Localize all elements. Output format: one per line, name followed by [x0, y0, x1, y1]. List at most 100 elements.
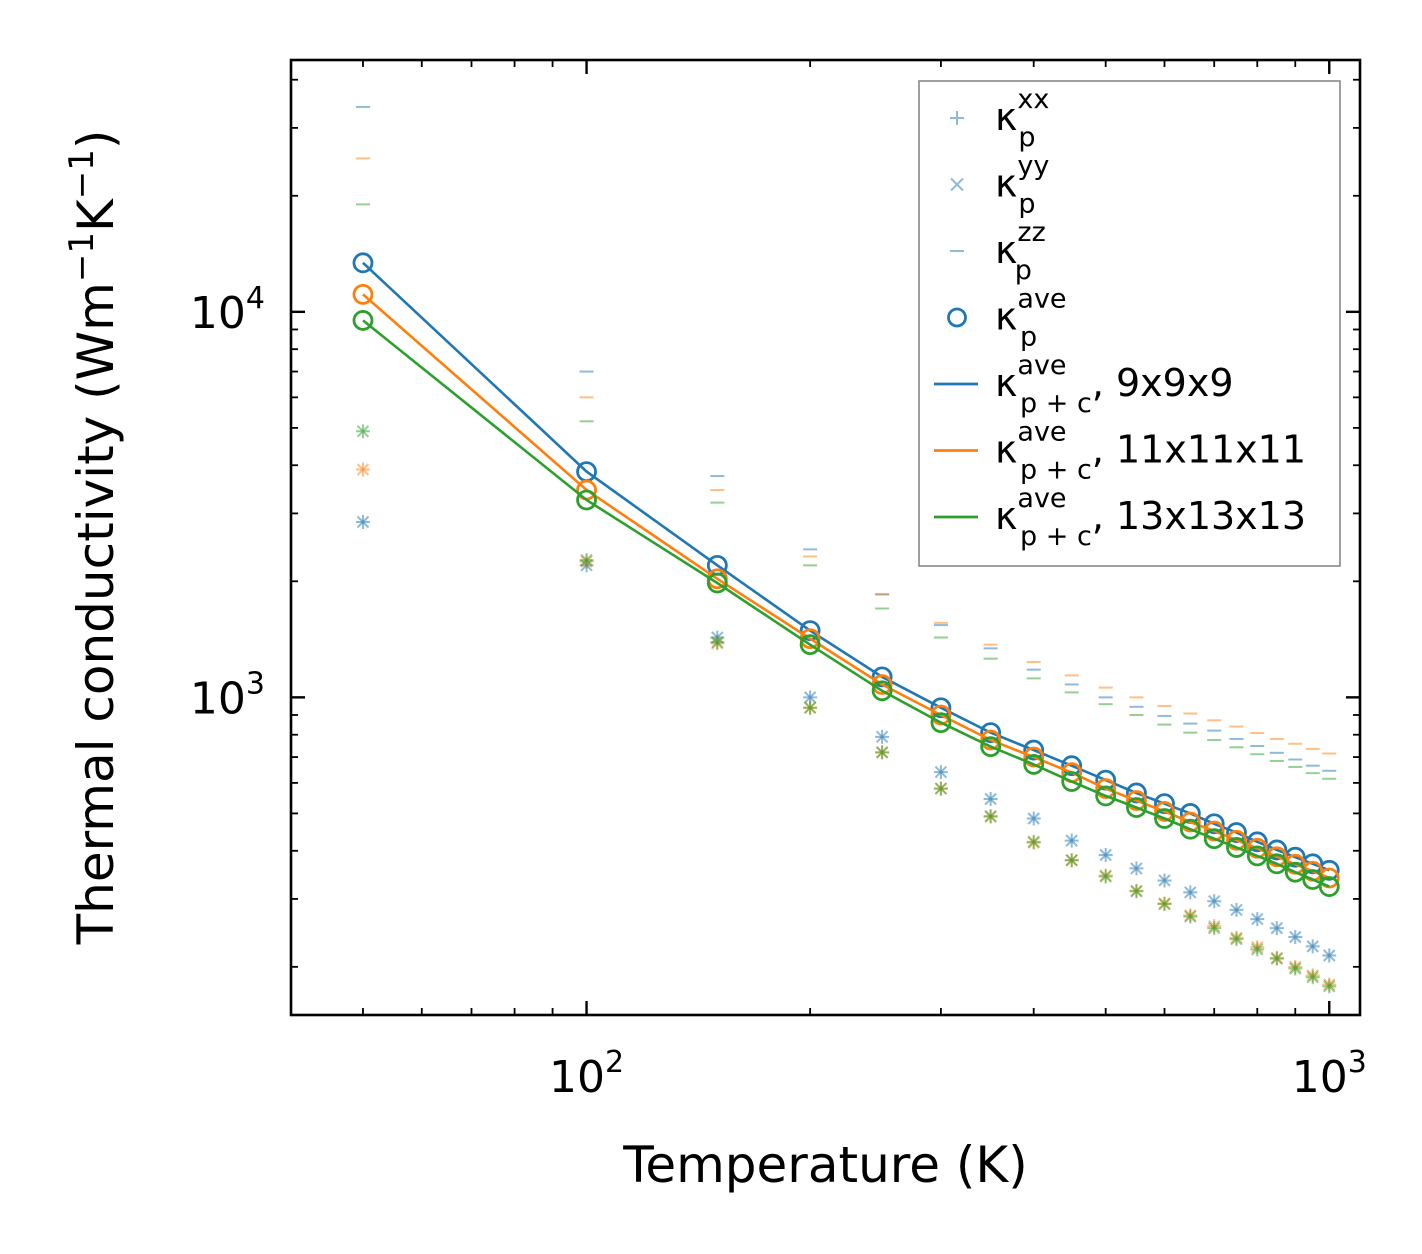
axes: 102 103 103 104 Temperature (K) Thermal condu… — [62, 58, 1367, 1194]
kave-point — [1126, 790, 1147, 811]
kave-point — [1023, 746, 1045, 768]
kave-point — [1318, 859, 1340, 881]
kyy-point — [1230, 932, 1243, 946]
kpc-line-13x13x13 — [362, 319, 1330, 888]
kave-point — [1226, 837, 1247, 858]
kyy-point — [934, 765, 948, 779]
kyy-point — [1270, 921, 1284, 935]
kave-point — [871, 680, 893, 702]
kave-point — [1284, 861, 1306, 883]
kave-point — [352, 310, 374, 331]
kyy-point — [875, 730, 889, 744]
kyy-point — [1027, 835, 1040, 849]
kave-point — [930, 697, 952, 719]
y-tick-label: 103 — [190, 666, 265, 724]
x-tick-label: 102 — [549, 1045, 624, 1103]
kave-point — [1095, 778, 1117, 799]
legend-x-icon — [950, 177, 964, 192]
kyy-point — [1251, 912, 1264, 926]
legend-entry: κzz p — [950, 217, 1046, 286]
kave-point — [1154, 801, 1175, 822]
kave-point — [1179, 811, 1201, 833]
legend-entry: κave p + c, 13x13x13 — [934, 483, 1306, 552]
kyy-point — [1130, 885, 1143, 898]
kyy-point — [1323, 980, 1336, 993]
kyy-point — [1184, 910, 1197, 923]
legend-entry: κave p — [947, 284, 1067, 353]
kave-point — [1126, 797, 1147, 818]
legend-entry: κyy p — [950, 151, 1049, 220]
kyy-point — [803, 701, 817, 714]
plot-frame — [289, 58, 1362, 1017]
kave-point — [352, 252, 374, 274]
kyy-point — [1208, 921, 1221, 935]
kave-point — [1095, 785, 1117, 807]
kyy-point — [356, 515, 370, 529]
kyy-point — [356, 463, 370, 476]
kave-point — [1179, 818, 1201, 840]
kave-point — [1023, 739, 1045, 761]
x-axis-label: Temperature (K) — [622, 1136, 1027, 1194]
kyy-point — [1099, 870, 1112, 883]
kave-point — [1023, 754, 1045, 775]
kyy-point — [1158, 874, 1171, 887]
kyy-point — [1065, 834, 1078, 847]
legend-label: κave p — [995, 284, 1067, 353]
legend-plus-icon — [950, 111, 964, 125]
kyy-point — [1251, 943, 1264, 956]
kave-point — [980, 729, 1002, 751]
kyy-point — [1099, 848, 1112, 862]
kave-point — [352, 283, 374, 305]
legend-entry: κxx p — [950, 84, 1049, 153]
legend-label: κzz p — [995, 217, 1046, 286]
kave-point — [1318, 876, 1340, 897]
kyy-point — [580, 553, 593, 567]
kave-point — [1126, 782, 1147, 804]
kave-point — [1266, 839, 1288, 861]
kyy-point — [1306, 940, 1319, 953]
legend-label: κyy p — [995, 151, 1049, 220]
kave-point — [1061, 771, 1083, 792]
legend-label: κave p + c, 13x13x13 — [995, 483, 1306, 552]
kave-point — [980, 722, 1002, 744]
kave-point — [1246, 845, 1268, 867]
kyy-point — [1130, 862, 1143, 875]
kave-point — [1266, 846, 1288, 868]
kave-point — [1154, 808, 1175, 829]
kave-point — [980, 736, 1002, 758]
kyy-point — [1289, 962, 1302, 975]
kave-point — [576, 489, 597, 511]
kyy-point — [1323, 949, 1336, 962]
kave-point — [930, 712, 952, 734]
kyy-point — [803, 691, 817, 704]
kyy-point — [875, 746, 889, 759]
kyy-point — [1289, 930, 1302, 944]
x-tick-label: 103 — [1292, 1045, 1367, 1103]
kave-point — [799, 634, 821, 656]
kyy-point — [711, 636, 724, 649]
kyy-point — [1306, 970, 1319, 984]
legend-label: κave p + c, 9x9x9 — [995, 350, 1234, 419]
kyy-point — [934, 782, 948, 795]
legend-circle-icon — [947, 307, 967, 328]
kyy-point — [984, 809, 997, 823]
kyy-point — [1065, 854, 1078, 867]
plot-area — [352, 105, 1340, 994]
series-13x13x13 — [352, 203, 1340, 994]
kyy-point — [1184, 886, 1197, 899]
legend-label: κave p + c, 11x11x11 — [995, 417, 1306, 486]
kave-point — [1203, 813, 1225, 835]
legend-label: κxx p — [995, 84, 1049, 153]
kave-point — [706, 572, 728, 594]
kave-point — [1226, 829, 1247, 851]
kyy-point — [984, 792, 997, 806]
legend-box — [918, 80, 1341, 567]
kyy-point — [1230, 903, 1243, 917]
kave-point — [1246, 831, 1268, 853]
y-axis-label: Thermal conductivity (Wm−1K−1) — [62, 130, 125, 946]
kyy-point — [1208, 894, 1221, 908]
kave-point — [1061, 755, 1083, 777]
kave-point — [1203, 828, 1225, 850]
